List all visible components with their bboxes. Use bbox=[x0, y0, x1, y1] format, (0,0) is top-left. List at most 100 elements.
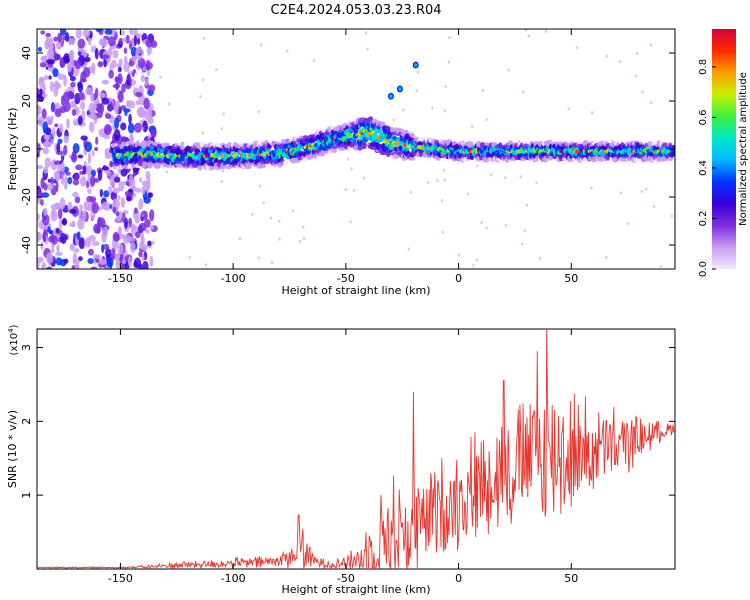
heatmap-cell bbox=[97, 169, 103, 181]
heatmap-cell bbox=[37, 152, 40, 158]
heatmap-cell bbox=[649, 100, 653, 104]
heatmap-cell bbox=[95, 29, 102, 33]
heatmap-cell bbox=[140, 74, 146, 83]
heatmap-cell bbox=[278, 237, 281, 241]
heatmap-cell bbox=[42, 140, 51, 148]
snr-x-axis: -150 -100 -50 0 50 bbox=[108, 329, 578, 585]
colorbar-label: Normalized spectral amplitude bbox=[738, 72, 749, 226]
heatmap-cell bbox=[472, 263, 475, 267]
heatmap-cell bbox=[204, 263, 208, 267]
heatmap-cell bbox=[89, 175, 96, 187]
heatmap-cell bbox=[120, 136, 127, 143]
heatmap-cell bbox=[590, 186, 593, 190]
y-tick-label: -20 bbox=[20, 188, 33, 206]
heatmap-cell bbox=[50, 233, 56, 243]
heatmap-cell bbox=[143, 161, 149, 166]
heatmap-cell bbox=[485, 118, 488, 122]
heatmap-cell bbox=[53, 80, 60, 91]
heatmap-cell bbox=[111, 59, 117, 69]
heatmap-cell bbox=[525, 203, 528, 207]
heatmap-cell bbox=[60, 29, 67, 36]
heatmap-cell bbox=[135, 231, 141, 239]
snr-scale-exponent: 4 bbox=[7, 328, 15, 333]
heatmap-cell bbox=[141, 180, 148, 187]
heatmap-cell bbox=[151, 40, 158, 48]
heatmap-cell bbox=[191, 144, 195, 148]
heatmap-cell bbox=[135, 71, 138, 75]
heatmap-cell bbox=[85, 87, 93, 96]
heatmap-cell bbox=[199, 95, 202, 99]
heatmap-cell bbox=[507, 68, 510, 72]
heatmap-cell bbox=[409, 133, 416, 138]
heatmap-cell bbox=[358, 136, 361, 140]
heatmap-cell bbox=[484, 142, 490, 146]
x-tick-label: -100 bbox=[221, 572, 246, 585]
heatmap-cell bbox=[79, 204, 83, 212]
heatmap-cell bbox=[520, 242, 524, 246]
heatmap-cell bbox=[121, 83, 126, 93]
heatmap-cell bbox=[60, 232, 67, 245]
x-tick-label: -150 bbox=[108, 272, 133, 285]
colorbar-gradient bbox=[712, 29, 736, 269]
heatmap-cell bbox=[112, 231, 120, 242]
heatmap-cell bbox=[626, 222, 630, 226]
heatmap-cell bbox=[427, 180, 430, 184]
heatmap-cell bbox=[50, 115, 54, 121]
heatmap-cell bbox=[121, 38, 127, 43]
heatmap-cell bbox=[504, 223, 508, 227]
heatmap-cell bbox=[75, 164, 83, 171]
heatmap-cell bbox=[133, 207, 138, 215]
heatmap-cell bbox=[50, 210, 58, 222]
heatmap-cell bbox=[101, 243, 105, 254]
heatmap-cell bbox=[91, 241, 100, 247]
heatmap-cell bbox=[262, 201, 265, 205]
heatmap-cell bbox=[447, 60, 451, 64]
heatmap-cell bbox=[301, 225, 305, 229]
heatmap-cell bbox=[63, 135, 69, 144]
heatmap-cell bbox=[652, 204, 656, 208]
heatmap-cell bbox=[112, 83, 121, 89]
heatmap-cell bbox=[45, 183, 54, 191]
heatmap-cell bbox=[120, 263, 126, 269]
heatmap-cell bbox=[117, 90, 124, 103]
heatmap-cell bbox=[63, 55, 70, 64]
heatmap-cell bbox=[64, 176, 68, 187]
heatmap-cell bbox=[37, 116, 45, 127]
heatmap-cell bbox=[45, 252, 54, 265]
heatmap-cell bbox=[70, 100, 76, 108]
heatmap-cell bbox=[50, 203, 59, 211]
heatmap-cell bbox=[109, 174, 116, 187]
heatmap-cell bbox=[485, 226, 488, 230]
heatmap-cell bbox=[72, 191, 79, 198]
heatmap-cell bbox=[146, 46, 152, 56]
spectrogram-x-label: Height of straight line (km) bbox=[281, 284, 430, 297]
heatmap-cell bbox=[146, 176, 151, 185]
heatmap-cell bbox=[141, 71, 144, 75]
heatmap-cell bbox=[77, 38, 86, 49]
heatmap-cell bbox=[115, 215, 122, 223]
heatmap-cell bbox=[117, 226, 123, 236]
snr-panel: -150 -100 -50 0 50 1 2 3 Height of straight li… bbox=[6, 324, 676, 596]
heatmap-cell bbox=[99, 188, 104, 198]
heatmap-cell bbox=[668, 157, 673, 162]
heatmap-cell bbox=[142, 260, 149, 269]
heatmap-cell bbox=[145, 39, 153, 48]
heatmap-cell bbox=[134, 187, 142, 193]
heatmap-cell bbox=[88, 121, 95, 133]
heatmap-cell bbox=[94, 254, 101, 259]
heatmap-cell bbox=[94, 146, 99, 152]
heatmap-cell bbox=[42, 213, 50, 226]
heatmap-cell bbox=[138, 241, 145, 250]
x-tick-label: 0 bbox=[455, 272, 462, 285]
snr-y-axis: 1 2 3 bbox=[20, 344, 675, 499]
heatmap-cell bbox=[103, 124, 112, 136]
heatmap-cell bbox=[57, 138, 63, 144]
heatmap-cell bbox=[42, 147, 49, 155]
heatmap-cell bbox=[112, 206, 117, 213]
spectrogram-x-axis: -150 -100 -50 0 50 bbox=[108, 29, 578, 285]
heatmap-cell bbox=[87, 258, 94, 265]
heatmap-cell bbox=[53, 160, 62, 166]
heatmap-cell bbox=[55, 171, 60, 183]
heatmap-cell bbox=[141, 186, 146, 195]
heatmap-cell bbox=[188, 255, 191, 259]
